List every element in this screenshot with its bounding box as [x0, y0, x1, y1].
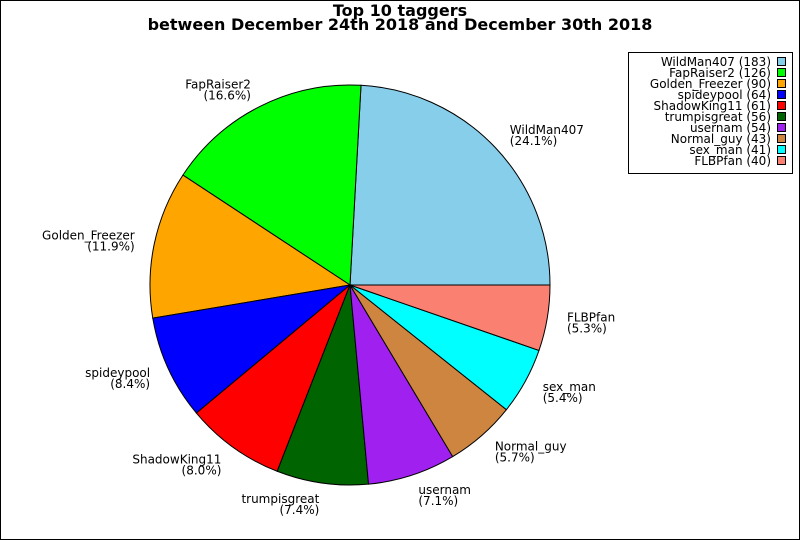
- legend-swatch: [777, 68, 786, 77]
- slice-label: Golden_Freezer: [42, 229, 135, 243]
- pie-slice: [182, 84, 362, 286]
- slice-value-label: (5.4%): [543, 391, 583, 405]
- slice-value-label: (8.4%): [110, 377, 150, 391]
- legend-swatch: [777, 57, 786, 66]
- pie-slice: [195, 284, 351, 472]
- slice-value-label: (5.3%): [567, 321, 607, 335]
- slice-value-label: (7.4%): [279, 503, 319, 517]
- legend-label: spideypool (64): [678, 88, 771, 102]
- legend-label: Normal_guy (43): [671, 132, 771, 146]
- legend-label: sex_man (41): [689, 143, 771, 157]
- slice-label: spideypool: [85, 366, 150, 380]
- legend-swatch: [777, 112, 786, 121]
- legend-label: FLBPfan (40): [694, 154, 771, 168]
- pie-slice: [152, 284, 352, 414]
- legend-swatch: [777, 145, 786, 154]
- slice-value-label: (5.7%): [495, 451, 535, 465]
- slice-label: trumpisgreat: [241, 492, 319, 506]
- legend-label: FapRaiser2 (126): [669, 66, 771, 80]
- legend-label: WildMan407 (183): [661, 55, 771, 69]
- chart-title: Top 10 taggers: [333, 1, 467, 20]
- legend-swatch: [777, 79, 786, 88]
- chart-subtitle: between December 24th 2018 and December …: [148, 15, 653, 34]
- pie-slice: [149, 174, 352, 319]
- slice-label: FapRaiser2: [185, 78, 251, 92]
- legend-label: usernam (54): [690, 121, 771, 135]
- slice-value-label: (7.1%): [418, 494, 458, 508]
- legend-swatch: [777, 134, 786, 143]
- legend-label: Golden_Freezer (90): [650, 77, 771, 91]
- slice-label: FLBPfan: [567, 310, 615, 324]
- slice-label: WildMan407: [510, 123, 584, 137]
- legend-label: ShadowKing11 (61): [654, 99, 772, 113]
- legend-swatch: [777, 156, 786, 165]
- slice-label: sex_man: [543, 380, 596, 394]
- legend-swatch: [777, 123, 786, 132]
- legend-box: [628, 52, 793, 174]
- slice-value-label: (16.6%): [203, 89, 250, 103]
- slice-value-label: (8.0%): [182, 464, 222, 478]
- legend-swatch: [777, 90, 786, 99]
- slice-label: usernam: [418, 483, 471, 497]
- slice-label: ShadowKing11: [132, 453, 221, 467]
- legend-label: trumpisgreat (56): [665, 110, 771, 124]
- pie-slice: [349, 84, 551, 286]
- legend-swatch: [777, 101, 786, 110]
- slice-value-label: (24.1%): [510, 134, 557, 148]
- pie-slice: [349, 284, 551, 352]
- slice-label: Normal_guy: [495, 440, 567, 454]
- slice-value-label: (11.9%): [87, 240, 134, 254]
